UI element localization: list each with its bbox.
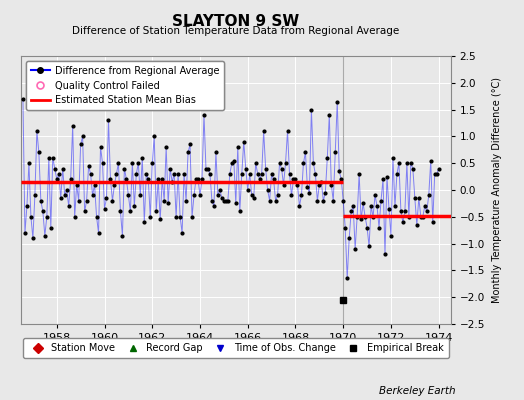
Text: Berkeley Earth: Berkeley Earth	[379, 386, 456, 396]
Text: Difference of Station Temperature Data from Regional Average: Difference of Station Temperature Data f…	[72, 26, 399, 36]
Legend: Difference from Regional Average, Quality Control Failed, Estimated Station Mean: Difference from Regional Average, Qualit…	[26, 61, 224, 110]
Text: SLAYTON 9 SW: SLAYTON 9 SW	[172, 14, 299, 29]
Legend: Station Move, Record Gap, Time of Obs. Change, Empirical Break: Station Move, Record Gap, Time of Obs. C…	[23, 338, 449, 358]
Y-axis label: Monthly Temperature Anomaly Difference (°C): Monthly Temperature Anomaly Difference (…	[492, 77, 502, 303]
